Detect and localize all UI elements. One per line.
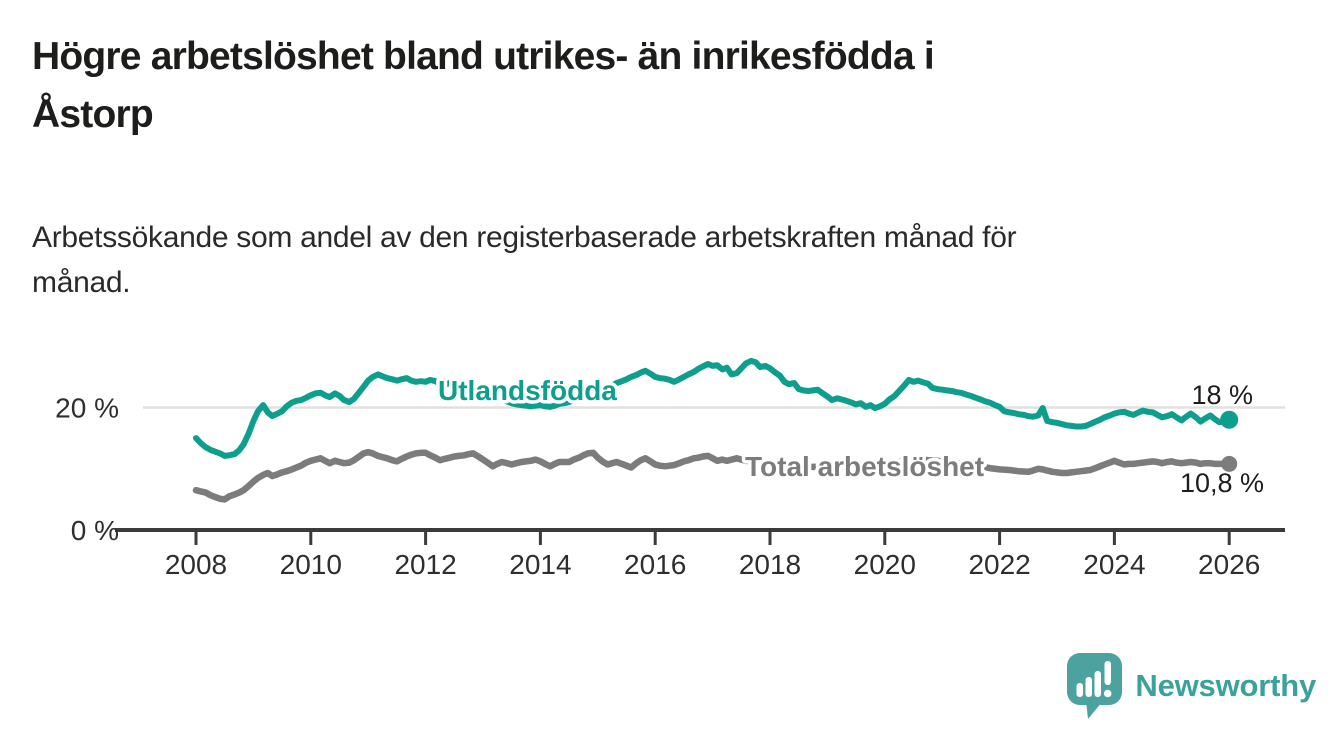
series-end-value-utlandsfodda: 18 % bbox=[1191, 380, 1253, 410]
page-subtitle-line-2: månad. bbox=[32, 266, 131, 299]
x-tick-label-2012: 2012 bbox=[394, 549, 456, 580]
page-title: Högre arbetslöshet bland utrikes- än inr… bbox=[32, 28, 1272, 144]
y-tick-label-20: 20 % bbox=[55, 393, 119, 424]
series-label-utlandsfodda: Utlandsfödda bbox=[438, 375, 617, 406]
newsworthy-logo: Newsworthy bbox=[1066, 652, 1316, 720]
page-subtitle: Arbetssökande som andel av den registerb… bbox=[32, 215, 1272, 305]
exclamation-dot bbox=[1104, 689, 1112, 698]
x-tick-label-2022: 2022 bbox=[968, 549, 1030, 580]
newsworthy-wordmark: Newsworthy bbox=[1135, 668, 1316, 703]
x-tick-label-2018: 2018 bbox=[739, 549, 801, 580]
exclamation-bar bbox=[1104, 661, 1112, 685]
bar-small bbox=[1076, 683, 1084, 697]
x-tick-label-2026: 2026 bbox=[1198, 549, 1260, 580]
x-tick-label-2010: 2010 bbox=[280, 549, 342, 580]
x-tick-label-2020: 2020 bbox=[854, 549, 916, 580]
newsworthy-bubble-icon bbox=[1067, 653, 1123, 719]
bar-large bbox=[1094, 671, 1102, 697]
x-tick-label-2024: 2024 bbox=[1083, 549, 1145, 580]
series-label-total-arbetsloshet: Total arbetslöshet bbox=[745, 451, 984, 482]
x-tick-label-2008: 2008 bbox=[165, 549, 227, 580]
bar-medium bbox=[1085, 677, 1093, 697]
page-title-line-2: Åstorp bbox=[32, 93, 154, 136]
series-end-dot-utlandsfodda bbox=[1220, 410, 1239, 429]
y-tick-label-0: 0 % bbox=[71, 515, 119, 546]
series-end-value-total-arbetsloshet: 10,8 % bbox=[1180, 468, 1264, 498]
page-subtitle-line-1: Arbetssökande som andel av den registerb… bbox=[32, 221, 1017, 254]
series-line-utlandsfodda bbox=[193, 357, 1233, 459]
series-line-total-arbetsloshet bbox=[192, 448, 1233, 503]
x-tick-label-2014: 2014 bbox=[509, 549, 571, 580]
x-tick-label-2016: 2016 bbox=[624, 549, 686, 580]
page-title-line-1: Högre arbetslöshet bland utrikes- än inr… bbox=[32, 35, 935, 78]
series-end-dot-total-arbetsloshet bbox=[1221, 455, 1238, 472]
